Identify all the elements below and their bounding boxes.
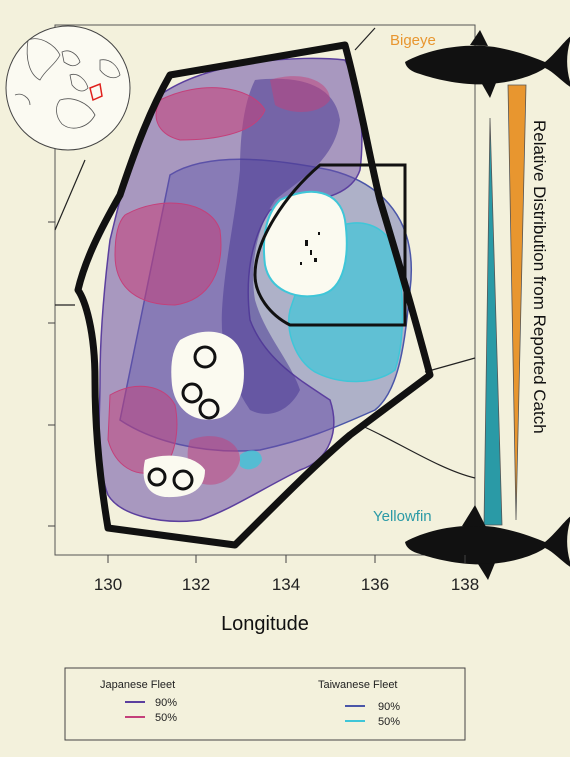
relative-distribution-label: Relative Distribution from Reported Catc… <box>530 120 549 434</box>
x-axis-title: Longitude <box>221 613 309 635</box>
x-tick-label: 134 <box>272 575 300 594</box>
legend: Japanese Fleet 90% 50% Taiwanese Fleet 9… <box>64 667 466 741</box>
island-circles <box>147 345 220 491</box>
central-exclusion <box>171 331 244 420</box>
japanese-50-patch-north <box>155 87 266 141</box>
japanese-core-band <box>221 78 340 414</box>
island-marks <box>300 232 320 265</box>
bigeye-tuna-icon <box>405 30 570 98</box>
inset-study-area <box>89 82 103 102</box>
x-tick-label: 130 <box>94 575 122 594</box>
y-ticks <box>48 221 55 527</box>
relative-distribution-wedges <box>483 84 527 526</box>
yellowfin-label: Yellowfin <box>373 508 432 525</box>
yellowfin-tuna-icon <box>405 505 570 580</box>
taiwanese-50-patch-south <box>240 450 262 470</box>
study-area-boundary <box>74 41 434 549</box>
x-axis: 130 132 134 136 138 Longitude <box>94 555 479 635</box>
legend-item-taiwanese-50: 50% <box>378 716 400 728</box>
legend-item-taiwanese-90: 90% <box>378 701 400 713</box>
x-tick-label: 132 <box>182 575 210 594</box>
japanese-50-patch-west <box>114 202 222 306</box>
x-tick-label: 138 <box>451 575 479 594</box>
legend-title-japanese: Japanese Fleet <box>100 679 175 691</box>
legend-title-taiwanese: Taiwanese Fleet <box>318 679 398 691</box>
legend-item-japanese-90: 90% <box>155 697 177 709</box>
legend-item-japanese-50: 50% <box>155 712 177 724</box>
bigeye-wedge <box>507 84 527 521</box>
japanese-50-patch-southwest <box>107 385 178 474</box>
yellowfin-wedge <box>483 117 503 526</box>
x-tick-label: 136 <box>361 575 389 594</box>
inset-globe <box>5 25 131 151</box>
japanese-50-patch-northeast <box>270 76 330 112</box>
bigeye-label: Bigeye <box>390 32 436 49</box>
boundary-lines <box>54 27 476 479</box>
subregion-boundary <box>253 163 407 327</box>
